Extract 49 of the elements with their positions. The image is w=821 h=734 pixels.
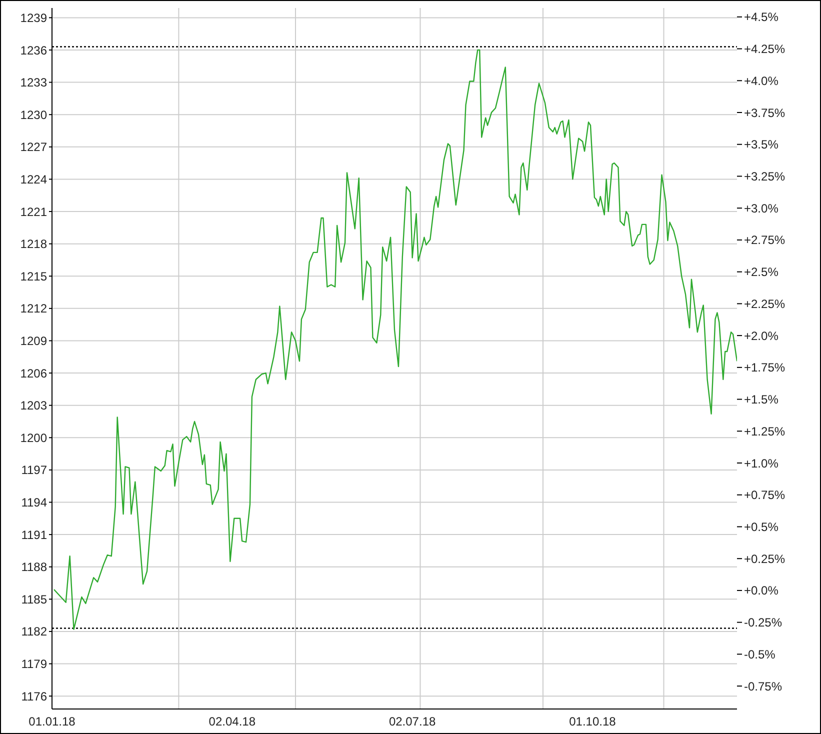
y-tick-label: 1212: [20, 302, 48, 316]
y2-tick-label: +1.75%: [744, 360, 786, 375]
y-tick-label: 1206: [20, 366, 48, 380]
x-tick-label: 02.04.18: [208, 714, 256, 729]
y-tick-label: 1194: [21, 496, 48, 510]
y2-tick-label: +2.25%: [744, 296, 786, 311]
y-tick-label: 1227: [20, 140, 48, 154]
y-tick-label: 1203: [20, 398, 48, 413]
y2-tick-label: +3.75%: [744, 106, 786, 120]
y-tick-label: 1230: [20, 108, 48, 122]
y2-tick-label: +1.25%: [744, 424, 786, 438]
y-tick-label: 1182: [21, 624, 48, 639]
y2-tick-label: +3.25%: [744, 170, 786, 184]
y2-tick-label: +4.0%: [744, 74, 779, 88]
y-tick-label: 1197: [21, 463, 48, 478]
y2-tick-label: +0.0%: [744, 584, 779, 598]
y2-tick-label: +2.75%: [744, 233, 786, 248]
y2-tick-label: -0.75%: [744, 679, 782, 694]
y2-tick-label: +4.5%: [744, 10, 779, 24]
y2-tick-label: +1.5%: [744, 392, 779, 407]
y-tick-label: 1176: [21, 689, 48, 704]
y2-tick-label: +2.0%: [744, 328, 779, 343]
line-series: [53, 49, 737, 630]
y2-tick-label: -0.5%: [744, 647, 776, 662]
y-tick-label: 1209: [20, 334, 48, 348]
y2-tick-label: +1.0%: [744, 456, 779, 470]
y-tick-label: 1185: [21, 592, 48, 606]
y2-tick-label: -0.25%: [744, 616, 782, 630]
y-tick-label: 1224: [20, 172, 48, 186]
y-tick-label: 1221: [20, 204, 48, 219]
y-tick-label: 1236: [20, 43, 48, 58]
y2-tick-label: +0.5%: [744, 520, 779, 534]
y-tick-label: 1179: [21, 657, 48, 672]
x-tick-label: 02.07.18: [388, 714, 436, 729]
x-tick-label: 01.01.18: [28, 714, 76, 729]
y-tick-label: 1215: [20, 269, 48, 284]
y2-tick-label: +3.5%: [744, 138, 779, 152]
y2-tick-label: +4.25%: [744, 42, 786, 56]
x-tick-label: 01.10.18: [569, 714, 616, 729]
y-tick-label: 1191: [21, 528, 48, 542]
y2-tick-label: +3.0%: [744, 201, 779, 216]
y2-tick-label: +0.25%: [744, 552, 786, 566]
y-tick-label: 1233: [20, 76, 48, 90]
y2-tick-label: +2.5%: [744, 265, 779, 280]
y-tick-label: 1200: [20, 430, 48, 445]
y-tick-label: 1239: [20, 10, 48, 25]
y2-tick-label: +0.75%: [744, 488, 786, 502]
y-tick-label: 1218: [20, 237, 48, 252]
y-tick-label: 1188: [21, 560, 48, 574]
